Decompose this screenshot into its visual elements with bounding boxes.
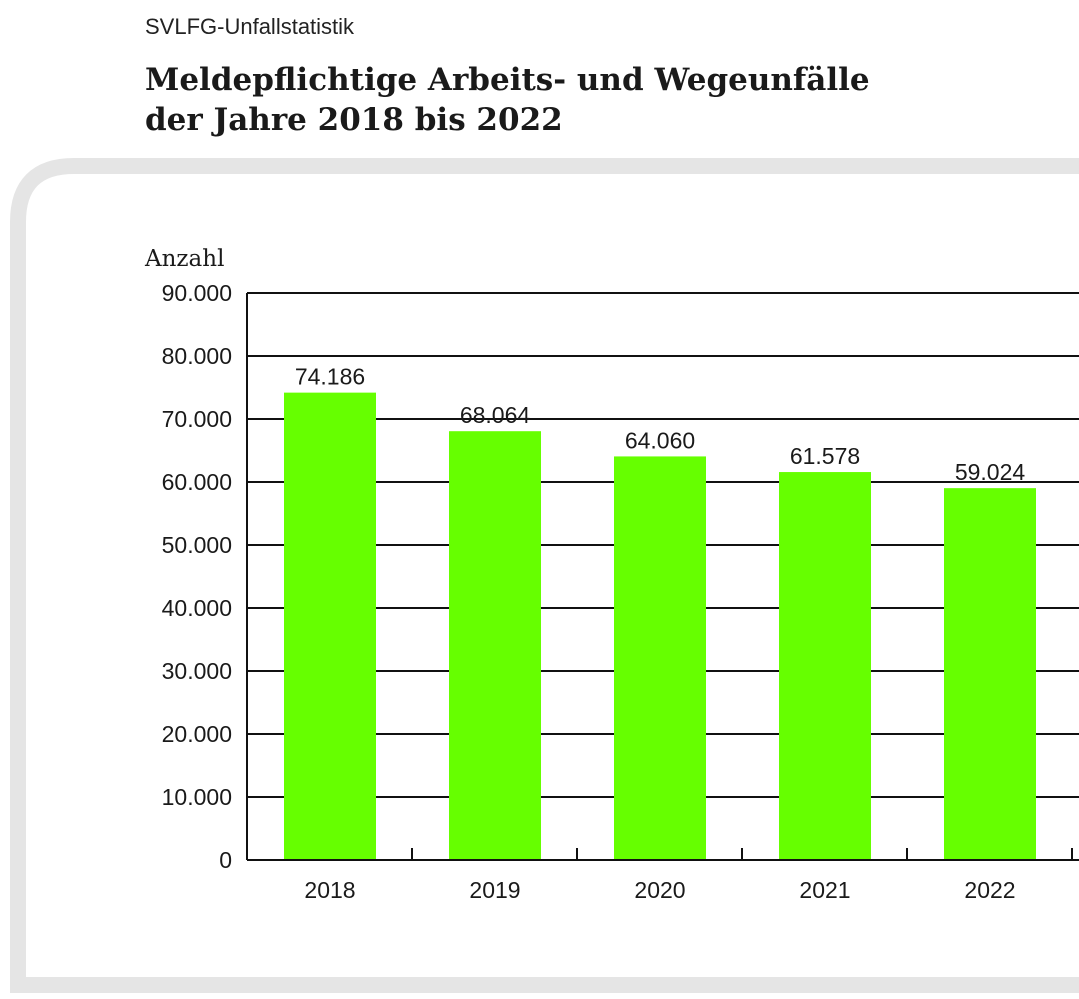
bar-2018	[284, 393, 376, 860]
bar-2022	[944, 488, 1036, 860]
y-tick-label: 20.000	[162, 721, 232, 747]
bar-value-label: 64.060	[625, 427, 695, 453]
y-tick-label: 10.000	[162, 784, 232, 810]
y-tick-label: 40.000	[162, 595, 232, 621]
x-tick-label: 2020	[634, 877, 685, 903]
bar-value-label: 59.024	[955, 459, 1026, 485]
x-tick-label: 2022	[964, 877, 1015, 903]
y-tick-label: 0	[219, 847, 232, 873]
y-tick-label: 60.000	[162, 469, 232, 495]
y-tick-label: 30.000	[162, 658, 232, 684]
labels-layer: Anzahl 0 10.000 20.000 30.000 40.000 50.000 60.…	[144, 246, 1025, 903]
y-tick-label: 50.000	[162, 532, 232, 558]
y-tick-label: 90.000	[162, 280, 232, 306]
x-tick-label: 2018	[304, 877, 355, 903]
y-axis-label: Anzahl	[144, 246, 224, 272]
bar-value-label: 74.186	[295, 364, 365, 390]
bar-2019	[449, 431, 541, 860]
x-tick-label: 2021	[799, 877, 850, 903]
bars-layer	[284, 393, 1036, 860]
bar-value-label: 61.578	[790, 443, 860, 469]
y-tick-label: 80.000	[162, 343, 232, 369]
bar-value-label: 68.064	[460, 402, 531, 428]
y-tick-label: 70.000	[162, 406, 232, 432]
bar-2021	[779, 472, 871, 860]
x-tick-label: 2019	[469, 877, 520, 903]
bar-2020	[614, 456, 706, 860]
